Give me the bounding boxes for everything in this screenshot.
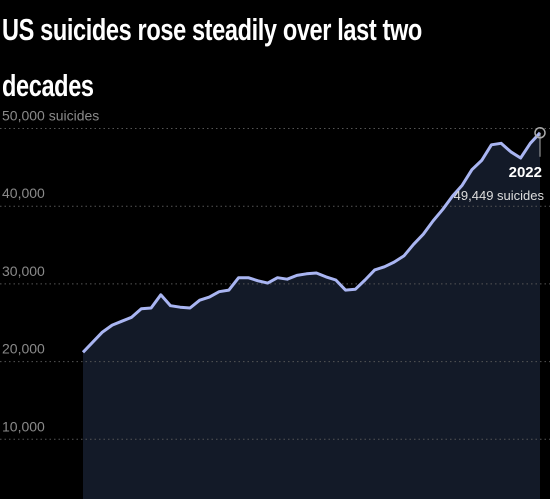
y-tick-label: 20,000 bbox=[2, 341, 45, 357]
annotation-year: 2022 bbox=[509, 164, 542, 181]
chart-title: US suicides rose steadily over last two … bbox=[2, 12, 422, 103]
line bbox=[81, 131, 542, 354]
y-tick-label: 50,000 suicides bbox=[2, 108, 99, 124]
value-label: 49,449 suicides bbox=[454, 188, 545, 203]
end-marker bbox=[534, 127, 546, 139]
y-tick-label: 10,000 bbox=[2, 418, 45, 434]
area bbox=[83, 132, 540, 499]
y-tick-label: 30,000 bbox=[2, 263, 45, 279]
y-tick-label: 40,000 bbox=[2, 185, 45, 201]
